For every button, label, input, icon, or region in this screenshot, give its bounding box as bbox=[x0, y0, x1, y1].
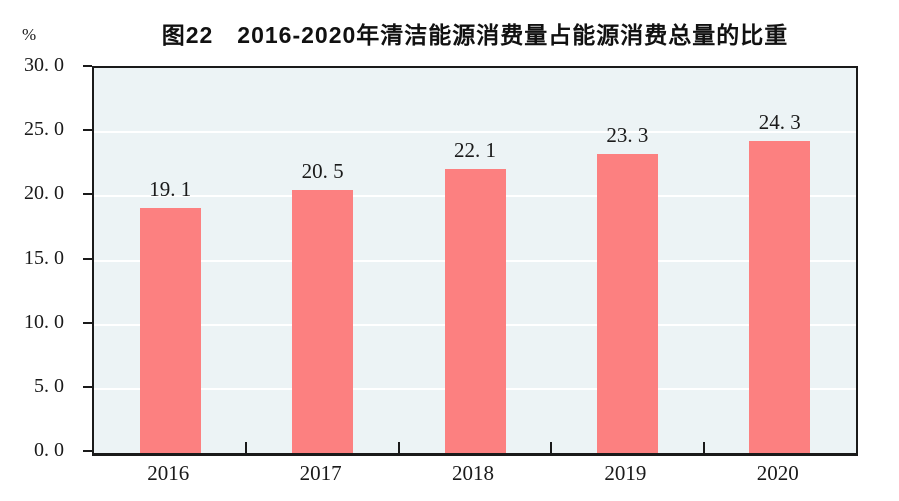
y-axis-tick-label: 30. 0 bbox=[24, 54, 64, 76]
x-axis-label-2018: 2018 bbox=[452, 461, 494, 485]
y-axis-tick-label: 5. 0 bbox=[34, 374, 64, 397]
y-axis-tick-mark bbox=[83, 257, 92, 260]
y-axis-tick-label: 0. 0 bbox=[34, 439, 64, 461]
x-axis-tick-mark bbox=[702, 442, 705, 453]
y-axis-tick-mark bbox=[83, 129, 92, 132]
y-axis-tick-label: 15. 0 bbox=[24, 246, 64, 269]
bar-value-label: 20. 5 bbox=[301, 158, 344, 183]
plot-area: 19. 1 20. 5 22. 1 23. 3 24. 3 bbox=[92, 66, 858, 456]
x-axis-tick-mark bbox=[397, 442, 400, 453]
bar-2017 bbox=[292, 189, 354, 453]
gridline bbox=[94, 131, 856, 134]
chart-title: 图22 2016-2020年清洁能源消费量占能源消费总量的比重 bbox=[161, 22, 789, 48]
x-axis-label-2017: 2017 bbox=[299, 461, 342, 485]
y-axis-tick-label: 10. 0 bbox=[24, 310, 64, 333]
x-axis-tick-mark bbox=[550, 442, 553, 453]
x-axis-label-2016: 2016 bbox=[147, 461, 190, 485]
bar-value-label: 24. 3 bbox=[758, 110, 801, 135]
y-axis-tick-mark bbox=[83, 65, 92, 67]
bar-value-label: 19. 1 bbox=[149, 176, 192, 201]
bar-2016 bbox=[139, 207, 201, 453]
bar-value-label: 22. 1 bbox=[454, 138, 496, 163]
y-axis-tick-label: 20. 0 bbox=[24, 182, 64, 205]
x-axis-label-2020: 2020 bbox=[756, 461, 799, 485]
y-axis-tick-mark bbox=[83, 321, 92, 324]
bar-2020 bbox=[749, 141, 811, 453]
bar-2018 bbox=[444, 169, 506, 453]
x-axis-label-2019: 2019 bbox=[604, 461, 647, 485]
y-axis-tick-mark bbox=[83, 193, 92, 196]
y-axis-tick-label: 25. 0 bbox=[24, 118, 64, 141]
y-axis-unit-label: % bbox=[22, 25, 37, 44]
bar-2019 bbox=[596, 153, 658, 453]
y-axis-tick-mark bbox=[83, 450, 92, 452]
bar-value-label: 23. 3 bbox=[606, 122, 649, 147]
y-axis-tick-mark bbox=[83, 385, 92, 388]
x-axis-tick-mark bbox=[245, 442, 248, 453]
